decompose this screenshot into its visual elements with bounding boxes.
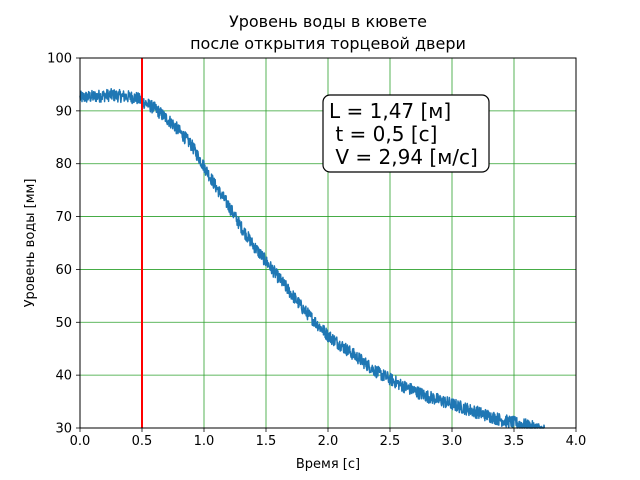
annotation-frame [322,94,490,173]
x-tick-label-0: 0.0 [70,434,91,449]
x-axis-ticks: 0.0 0.5 1.0 1.5 2.0 2.5 3.0 3.5 4.0 [70,428,587,449]
x-tick-label-1: 0.5 [132,434,153,449]
y-tick-label-6: 90 [55,104,72,119]
x-tick-label-3: 1.5 [256,434,277,449]
annotation-time: t = 0,5 [с] [329,122,437,146]
annotation-velocity: V = 2,94 [м/с] [329,145,478,169]
y-axis-ticks: 30 40 50 60 70 80 90 100 [47,52,80,437]
chart-title-line-2: после открытия торцевой двери [190,34,466,53]
x-tick-label-6: 3.0 [442,434,463,449]
series-line-0 [79,87,546,429]
y-tick-label-3: 60 [55,263,72,278]
series-layer [79,87,546,429]
y-tick-label-1: 40 [55,369,72,384]
y-tick-label-4: 70 [55,210,72,225]
y-tick-label-5: 80 [55,157,72,172]
x-tick-label-5: 2.5 [380,434,401,449]
y-tick-label-7: 100 [47,52,72,67]
y-tick-label-0: 30 [55,422,72,437]
chart-title-line-1: Уровень воды в кювете [229,12,427,31]
y-axis-label: Уровень воды [мм] [23,179,38,308]
x-tick-label-7: 3.5 [504,434,525,449]
x-axis-label: Время [с] [296,457,360,472]
x-tick-label-8: 4.0 [566,434,587,449]
x-tick-label-4: 2.0 [318,434,339,449]
annotation-box: L = 1,47 [м] t = 0,5 [с] V = 2,94 [м/с] [322,94,490,173]
y-tick-label-2: 50 [55,316,72,331]
annotation-length: L = 1,47 [м] [329,99,451,123]
x-tick-label-2: 1.0 [194,434,215,449]
